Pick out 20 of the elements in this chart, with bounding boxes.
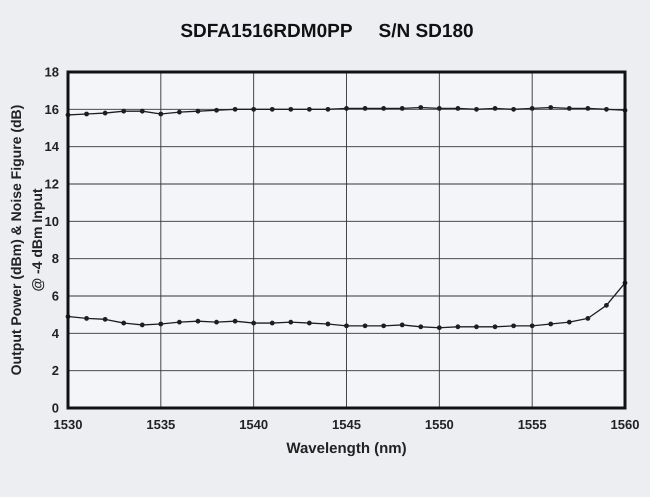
y-tick-label: 16	[44, 102, 59, 117]
y-tick-label: 4	[52, 326, 60, 341]
x-tick-label: 1530	[54, 417, 82, 432]
x-tick-label: 1550	[424, 417, 454, 432]
y-tick-label: 14	[44, 139, 60, 154]
x-tick-label: 1555	[518, 417, 547, 432]
y-tick-label: 12	[44, 176, 59, 192]
y-tick-label: 10	[44, 214, 59, 229]
x-tick-label: 1560	[610, 417, 640, 432]
x-tick-label: 1535	[146, 417, 176, 432]
y-tick-label: 18	[44, 64, 59, 80]
x-tick-label: 1545	[332, 417, 361, 432]
chart-title: SDFA1516RDM0PP S/N SD180	[180, 21, 474, 42]
y-tick-label: 8	[52, 251, 59, 266]
x-axis-title: Wavelength (nm)	[286, 440, 407, 457]
y-axis-title: Output Power (dBm) & Noise Figure (dB) @ -4 dBm Input	[8, 104, 45, 376]
y-tick-label: 0	[52, 400, 59, 416]
y-tick-label: 6	[52, 288, 59, 304]
y-tick-label: 2	[52, 363, 59, 378]
x-tick-label: 1540	[239, 417, 268, 432]
